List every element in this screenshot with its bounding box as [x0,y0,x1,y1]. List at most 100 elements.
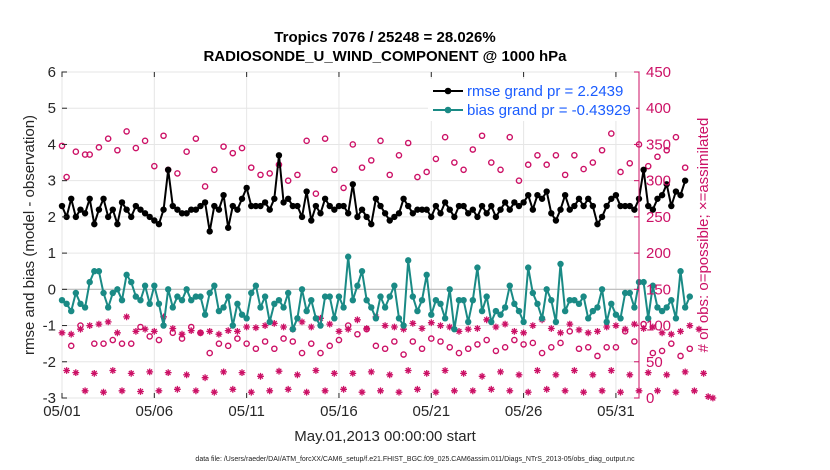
rmse-point [608,195,615,202]
bias-point [188,297,195,304]
bias-point [289,325,296,333]
bias-point [114,286,121,293]
rmse-point [95,206,103,213]
obs-possible-point [654,153,661,161]
obs-possible-point [377,137,384,145]
bias-point [344,253,352,260]
obs-assimilated-point [418,325,426,332]
obs-assimilated-point [409,320,417,327]
obs-possible-point [132,144,140,152]
obs-assimilated-point [654,387,661,395]
obs-possible-point [224,342,232,350]
obs-assimilated-point [594,328,601,335]
obs-possible-point [206,349,214,357]
rmse-point [575,195,583,202]
rmse-point [428,213,435,221]
obs-assimilated-point [667,330,675,338]
y2-tick-label: 400 [646,100,671,117]
rmse-point [469,206,477,213]
obs-assimilated-point [681,368,689,376]
obs-possible-point [257,171,264,179]
rmse-point [515,202,523,210]
obs-assimilated-point [483,316,491,324]
bias-point [326,293,333,300]
bias-point [525,264,532,271]
bias-point [585,315,592,322]
bias-point [681,304,689,311]
bias-point [405,257,412,264]
rmse-point [631,206,638,213]
obs-assimilated-point [252,324,260,332]
rmse-point [289,202,296,210]
obs-possible-point [358,164,366,171]
bias-point [271,300,278,308]
bias-point [520,318,527,326]
obs-possible-point [603,343,610,351]
obs-possible-point [571,152,578,159]
y2-tick-label: 250 [646,209,671,226]
x-tick-label: 05/11 [228,403,264,420]
obs-assimilated-point [280,323,287,331]
obs-assimilated-point [561,387,569,395]
bias-point [414,307,421,315]
obs-assimilated-point [543,385,551,393]
bias-point [340,304,347,311]
rmse-point [548,210,555,217]
obs-assimilated-point [340,385,347,393]
rmse-point [72,213,80,221]
x-tick-label: 05/26 [505,403,543,420]
obs-possible-point [155,336,163,344]
obs-assimilated-point [631,320,638,328]
bias-point [631,304,638,311]
rmse-point [118,199,126,206]
obs-assimilated-point [460,370,467,377]
rmse-point [525,191,532,199]
bias-point [437,300,444,308]
obs-possible-point [234,335,241,342]
obs-possible-point [252,345,260,353]
obs-possible-point [524,161,532,169]
obs-assimilated-point [547,325,555,332]
bias-point [229,322,236,329]
bias-point [626,289,633,297]
obs-possible-point [418,345,426,353]
bias-point [275,297,283,304]
bias-point [261,293,269,300]
obs-possible-point [501,343,509,351]
rmse-point [303,188,310,195]
rmse-point [580,202,587,210]
bias-point [460,297,467,304]
obs-assimilated-point [677,328,684,335]
obs-assimilated-point [377,387,384,395]
bias-point [645,315,652,322]
obs-possible-point [598,146,606,154]
rmse-point [308,217,315,224]
obs-assimilated-point [335,328,343,335]
obs-possible-point [460,166,467,174]
obs-assimilated-point [571,367,578,374]
obs-assimilated-point [104,318,112,326]
bias-point [363,297,370,304]
obs-possible-point [506,133,514,141]
rmse-point [483,210,490,217]
obs-possible-point [547,343,555,351]
obs-assimilated-point [658,329,666,337]
rmse-point [211,202,218,210]
bias-point [164,286,172,293]
obs-possible-point [211,166,218,174]
obs-possible-point [109,336,117,344]
bias-point [335,293,343,300]
rmse-point [395,210,403,217]
y-tick-label: 5 [48,100,56,117]
bias-point [649,282,657,289]
obs-assimilated-point [580,388,587,396]
y2-tick-label: 350 [646,136,671,153]
legend-rmse-marker [444,87,452,95]
bias-point [511,300,518,308]
obs-possible-point [432,155,440,163]
rmse-point [326,202,333,210]
obs-assimilated-point [146,368,154,376]
obs-assimilated-point [349,370,357,377]
rmse-point [372,195,380,202]
bias-point [368,304,375,311]
